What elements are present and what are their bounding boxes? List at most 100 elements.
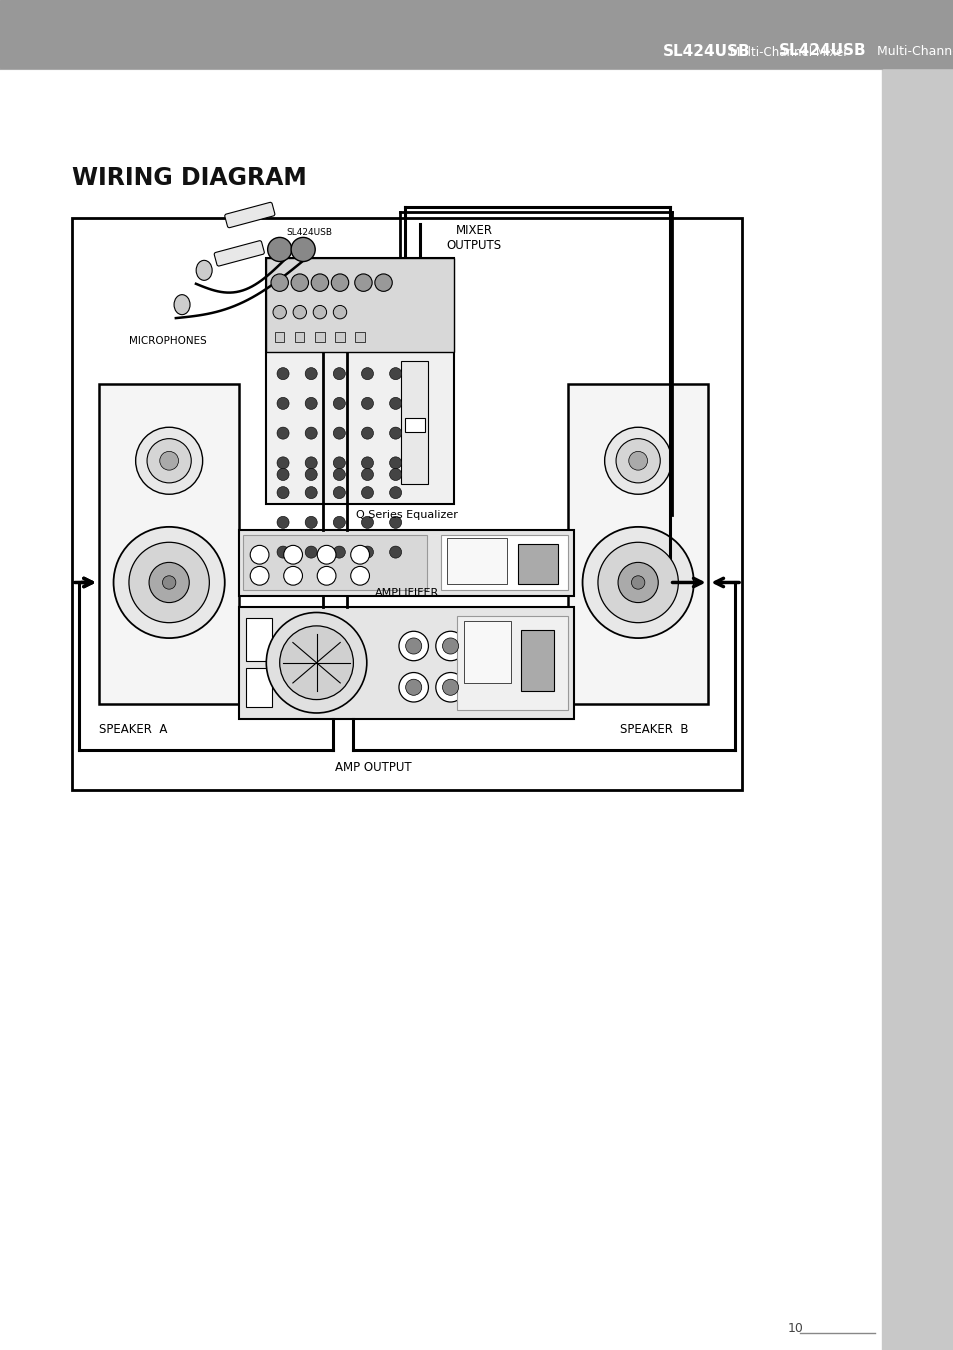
Circle shape [268, 238, 292, 262]
Bar [71, 217, 741, 790]
Circle shape [604, 427, 671, 494]
Text: Multi-Channel Mixer: Multi-Channel Mixer [868, 45, 953, 58]
Circle shape [618, 563, 658, 602]
Bar [335, 332, 344, 342]
Circle shape [283, 545, 302, 564]
Circle shape [276, 456, 289, 468]
Circle shape [317, 545, 335, 564]
Text: AMPLIFIFER: AMPLIFIFER [375, 587, 438, 598]
Bar [520, 630, 554, 691]
Text: SL424USB: SL424USB [662, 45, 750, 59]
Circle shape [291, 274, 308, 292]
Circle shape [616, 439, 659, 483]
Circle shape [405, 639, 421, 653]
Circle shape [291, 238, 314, 262]
Circle shape [250, 567, 269, 585]
Circle shape [129, 543, 209, 622]
Circle shape [250, 545, 269, 564]
Bar [440, 536, 567, 590]
Bar [266, 258, 454, 504]
Circle shape [283, 567, 302, 585]
Circle shape [375, 274, 392, 292]
Circle shape [628, 451, 647, 470]
Circle shape [389, 367, 401, 379]
Circle shape [361, 367, 374, 379]
Text: SL424USB: SL424USB [286, 228, 332, 236]
Circle shape [361, 456, 374, 468]
Circle shape [276, 516, 289, 528]
Bar [294, 332, 304, 342]
Circle shape [276, 468, 289, 481]
Circle shape [305, 456, 317, 468]
Circle shape [305, 397, 317, 409]
Circle shape [333, 456, 345, 468]
Circle shape [631, 576, 644, 589]
Bar [404, 418, 424, 432]
Circle shape [398, 672, 428, 702]
Circle shape [135, 427, 202, 494]
Circle shape [266, 613, 366, 713]
Bar [266, 258, 454, 351]
Circle shape [305, 427, 317, 439]
Circle shape [276, 486, 289, 498]
Text: Q Series Equalizer: Q Series Equalizer [355, 510, 457, 521]
Bar [463, 621, 510, 683]
Circle shape [311, 274, 328, 292]
Circle shape [276, 397, 289, 409]
Text: SPEAKER  A: SPEAKER A [99, 724, 167, 737]
Circle shape [276, 547, 289, 558]
Circle shape [442, 679, 458, 695]
Circle shape [305, 367, 317, 379]
Circle shape [331, 274, 349, 292]
Circle shape [305, 547, 317, 558]
Bar [567, 383, 708, 705]
Bar [401, 362, 428, 485]
Circle shape [398, 632, 428, 660]
Text: MICROPHONES: MICROPHONES [129, 336, 207, 346]
Circle shape [333, 516, 345, 528]
Circle shape [333, 397, 345, 409]
Circle shape [442, 639, 458, 653]
Bar [274, 332, 284, 342]
Circle shape [598, 543, 678, 622]
Text: AMP OUTPUT: AMP OUTPUT [335, 760, 412, 774]
Circle shape [389, 547, 401, 558]
Circle shape [276, 427, 289, 439]
Bar [239, 608, 574, 718]
Bar [355, 332, 364, 342]
Circle shape [361, 468, 374, 481]
Circle shape [361, 486, 374, 498]
Text: WIRING DIAGRAM: WIRING DIAGRAM [71, 166, 307, 190]
Circle shape [389, 516, 401, 528]
FancyBboxPatch shape [225, 202, 274, 228]
Bar [314, 332, 324, 342]
Bar [882, 0, 953, 1350]
Circle shape [333, 547, 345, 558]
Bar [239, 529, 574, 595]
Circle shape [305, 486, 317, 498]
Bar [243, 536, 427, 590]
Circle shape [276, 367, 289, 379]
Circle shape [351, 545, 369, 564]
Ellipse shape [196, 261, 212, 281]
Circle shape [305, 468, 317, 481]
Text: Multi-Channel Mixer: Multi-Channel Mixer [729, 46, 847, 58]
Circle shape [436, 632, 465, 660]
Circle shape [333, 468, 345, 481]
Circle shape [279, 626, 353, 699]
Bar [246, 668, 272, 707]
Circle shape [333, 486, 345, 498]
Bar [456, 616, 567, 710]
Text: 10: 10 [787, 1322, 803, 1335]
Bar [99, 383, 239, 705]
Circle shape [333, 367, 345, 379]
Circle shape [582, 526, 693, 639]
Circle shape [333, 305, 346, 319]
Circle shape [389, 468, 401, 481]
Bar [0, 0, 953, 68]
Circle shape [361, 516, 374, 528]
Circle shape [149, 563, 189, 602]
FancyBboxPatch shape [214, 240, 264, 266]
Circle shape [351, 567, 369, 585]
Bar [517, 544, 558, 583]
